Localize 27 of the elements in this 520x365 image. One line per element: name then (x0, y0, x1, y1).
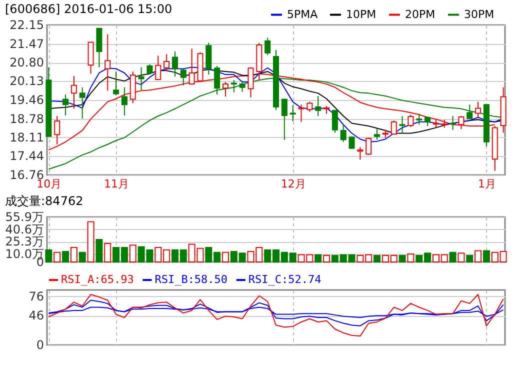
y-tick-label: 25.3万 (5, 234, 44, 249)
y-tick-label: 18.78 (10, 112, 44, 126)
y-tick-label: 18.11 (10, 130, 44, 144)
y-tick-label: 22.15 (10, 18, 44, 32)
y-tick-label: 0 (36, 338, 44, 352)
chart-title: [600686] 2016-01-06 15:00 (5, 2, 172, 16)
legend-label: 20PM (405, 8, 436, 21)
y-tick-label: 20.13 (10, 74, 44, 88)
y-tick-label: 17.44 (10, 149, 44, 164)
x-tick-label: 11月 (104, 178, 130, 190)
chart-title: 成交量:84762 (5, 194, 84, 208)
y-tick-label: 55.9万 (5, 210, 44, 224)
y-tick-label: 21.47 (10, 36, 44, 51)
x-tick-label: 10月 (36, 178, 62, 190)
y-tick-label: 19.46 (10, 92, 44, 107)
legend-label: 5PMA (287, 8, 318, 21)
series-label: RSI_A:65.93 (61, 273, 134, 286)
y-tick-label: 46 (28, 308, 44, 323)
x-tick-label: 12月 (280, 178, 306, 190)
legend-label: RSI_C:52.74 (248, 273, 322, 286)
y-tick-label: 76 (28, 289, 44, 304)
y-tick-label: 40.6万 (5, 222, 44, 236)
y-tick-label: 20.80 (10, 56, 44, 70)
legend-label: 30PM (464, 8, 494, 21)
x-tick-label: 1月 (478, 178, 496, 190)
legend-label: RSI_B:58.50 (154, 273, 228, 286)
legend-label: 10PM (346, 8, 376, 21)
